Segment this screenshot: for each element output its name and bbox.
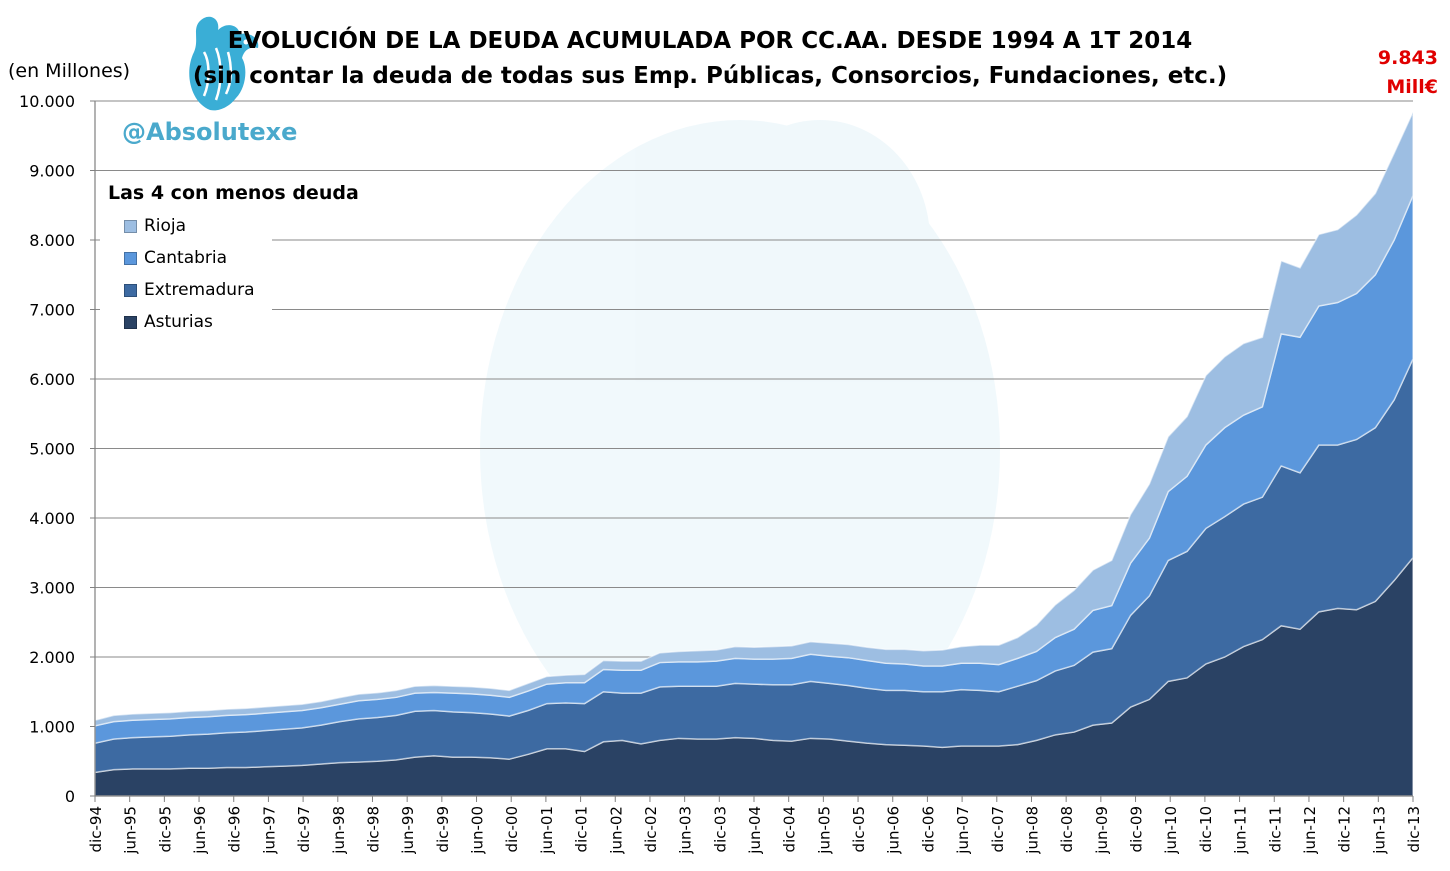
- x-tick-label: jun-96: [191, 806, 209, 855]
- x-tick-label: dic-98: [364, 806, 382, 852]
- legend-item-cantabria: Cantabria: [108, 242, 272, 274]
- area-rioja: [94, 111, 1414, 727]
- y-tick-label: 8.000: [29, 231, 75, 250]
- callout-value: 9.843: [1377, 47, 1438, 69]
- x-tick-label: jun-09: [1093, 806, 1111, 855]
- legend-item-asturias: Asturias: [108, 306, 272, 338]
- x-tick-label: jun-11: [1232, 806, 1250, 855]
- x-tick-label: dic-09: [1128, 806, 1146, 852]
- x-tick-label: dic-99: [434, 806, 452, 852]
- x-tick-label: jun-98: [330, 806, 348, 855]
- legend-swatch-cantabria: [124, 251, 137, 265]
- x-tick-label: dic-11: [1266, 806, 1284, 852]
- griffin-logo: [189, 16, 259, 111]
- x-tick-label: jun-04: [746, 806, 764, 855]
- axes: [90, 100, 1414, 802]
- y-tick-label: 10.000: [19, 92, 75, 111]
- x-tick-label: dic-96: [226, 806, 244, 852]
- x-tick-label: jun-03: [677, 806, 695, 855]
- x-tick-label: dic-97: [295, 806, 313, 852]
- x-tick-label: jun-07: [954, 806, 972, 855]
- y-tick-label: 9.000: [29, 162, 75, 181]
- legend-item-extremadura: Extremadura: [108, 274, 272, 306]
- x-tick-label: dic-06: [919, 806, 937, 852]
- x-tick-label: jun-06: [885, 806, 903, 855]
- x-tick-label: dic-13: [1405, 806, 1423, 852]
- final-value-callout: 9.843 Mill€: [1358, 44, 1438, 102]
- y-tick-label: 1.000: [29, 718, 75, 737]
- legend-swatch-extremadura: [124, 283, 137, 297]
- x-tick-label: jun-00: [469, 806, 487, 855]
- y-axis-unit-label: (en Millones): [8, 60, 131, 82]
- y-tick-label: 3.000: [29, 579, 75, 598]
- chart-subtitle: (sin contar la deuda de todas sus Emp. P…: [192, 63, 1228, 89]
- x-tick-label: dic-00: [503, 806, 521, 852]
- chart-title: EVOLUCIÓN DE LA DEUDA ACUMULADA POR CC.A…: [227, 28, 1193, 54]
- legend-title: Las 4 con menos deuda: [108, 182, 359, 204]
- x-tick-label: dic-03: [711, 806, 729, 852]
- legend-swatch-asturias: [124, 315, 137, 329]
- x-tick-label: dic-12: [1336, 806, 1354, 852]
- callout-unit: Mill€: [1386, 76, 1438, 98]
- y-axis-ticks: 0 1.000 2.000 3.000 4.000 5.000 6.000 7.000 8.00…: [19, 92, 75, 806]
- y-tick-label: 5.000: [29, 440, 75, 459]
- x-tick-label: dic-02: [642, 806, 660, 852]
- y-tick-label: 4.000: [29, 509, 75, 528]
- legend-label-extremadura: Extremadura: [144, 280, 255, 300]
- x-tick-label: dic-94: [87, 806, 105, 852]
- legend-label-rioja: Rioja: [144, 216, 187, 236]
- x-tick-label: dic-04: [781, 806, 799, 852]
- x-tick-label: jun-02: [607, 806, 625, 855]
- x-tick-label: jun-97: [260, 806, 278, 855]
- legend-label-asturias: Asturias: [144, 312, 213, 332]
- y-tick-label: 0: [65, 787, 75, 806]
- x-tick-label: jun-13: [1370, 806, 1388, 855]
- x-tick-label: jun-01: [538, 806, 556, 855]
- legend-label-cantabria: Cantabria: [144, 248, 228, 268]
- x-tick-label: dic-05: [850, 806, 868, 852]
- x-tick-label: dic-10: [1197, 806, 1215, 852]
- y-tick-label: 6.000: [29, 370, 75, 389]
- x-axis-ticks: dic-94 jun-95 dic-95 jun-96 dic-96 jun-97 dic-…: [87, 806, 1423, 855]
- legend: Las 4 con menos deuda Rioja Cantabria Ex…: [100, 176, 359, 346]
- legend-swatch-rioja: [124, 219, 137, 233]
- x-tick-label: jun-12: [1301, 806, 1319, 855]
- x-tick-label: jun-08: [1023, 806, 1041, 855]
- x-tick-label: jun-10: [1162, 806, 1180, 855]
- x-tick-label: jun-99: [399, 806, 417, 855]
- legend-item-rioja: Rioja: [108, 210, 272, 242]
- x-tick-label: dic-95: [156, 806, 174, 852]
- x-tick-label: jun-95: [122, 806, 140, 855]
- y-tick-label: 2.000: [29, 648, 75, 667]
- x-tick-label: dic-01: [573, 806, 591, 852]
- y-tick-label: 7.000: [29, 301, 75, 320]
- x-tick-label: jun-05: [815, 806, 833, 855]
- x-tick-label: dic-07: [989, 806, 1007, 852]
- author-handle: @Absolutexe: [122, 118, 298, 146]
- x-tick-label: dic-08: [1058, 806, 1076, 852]
